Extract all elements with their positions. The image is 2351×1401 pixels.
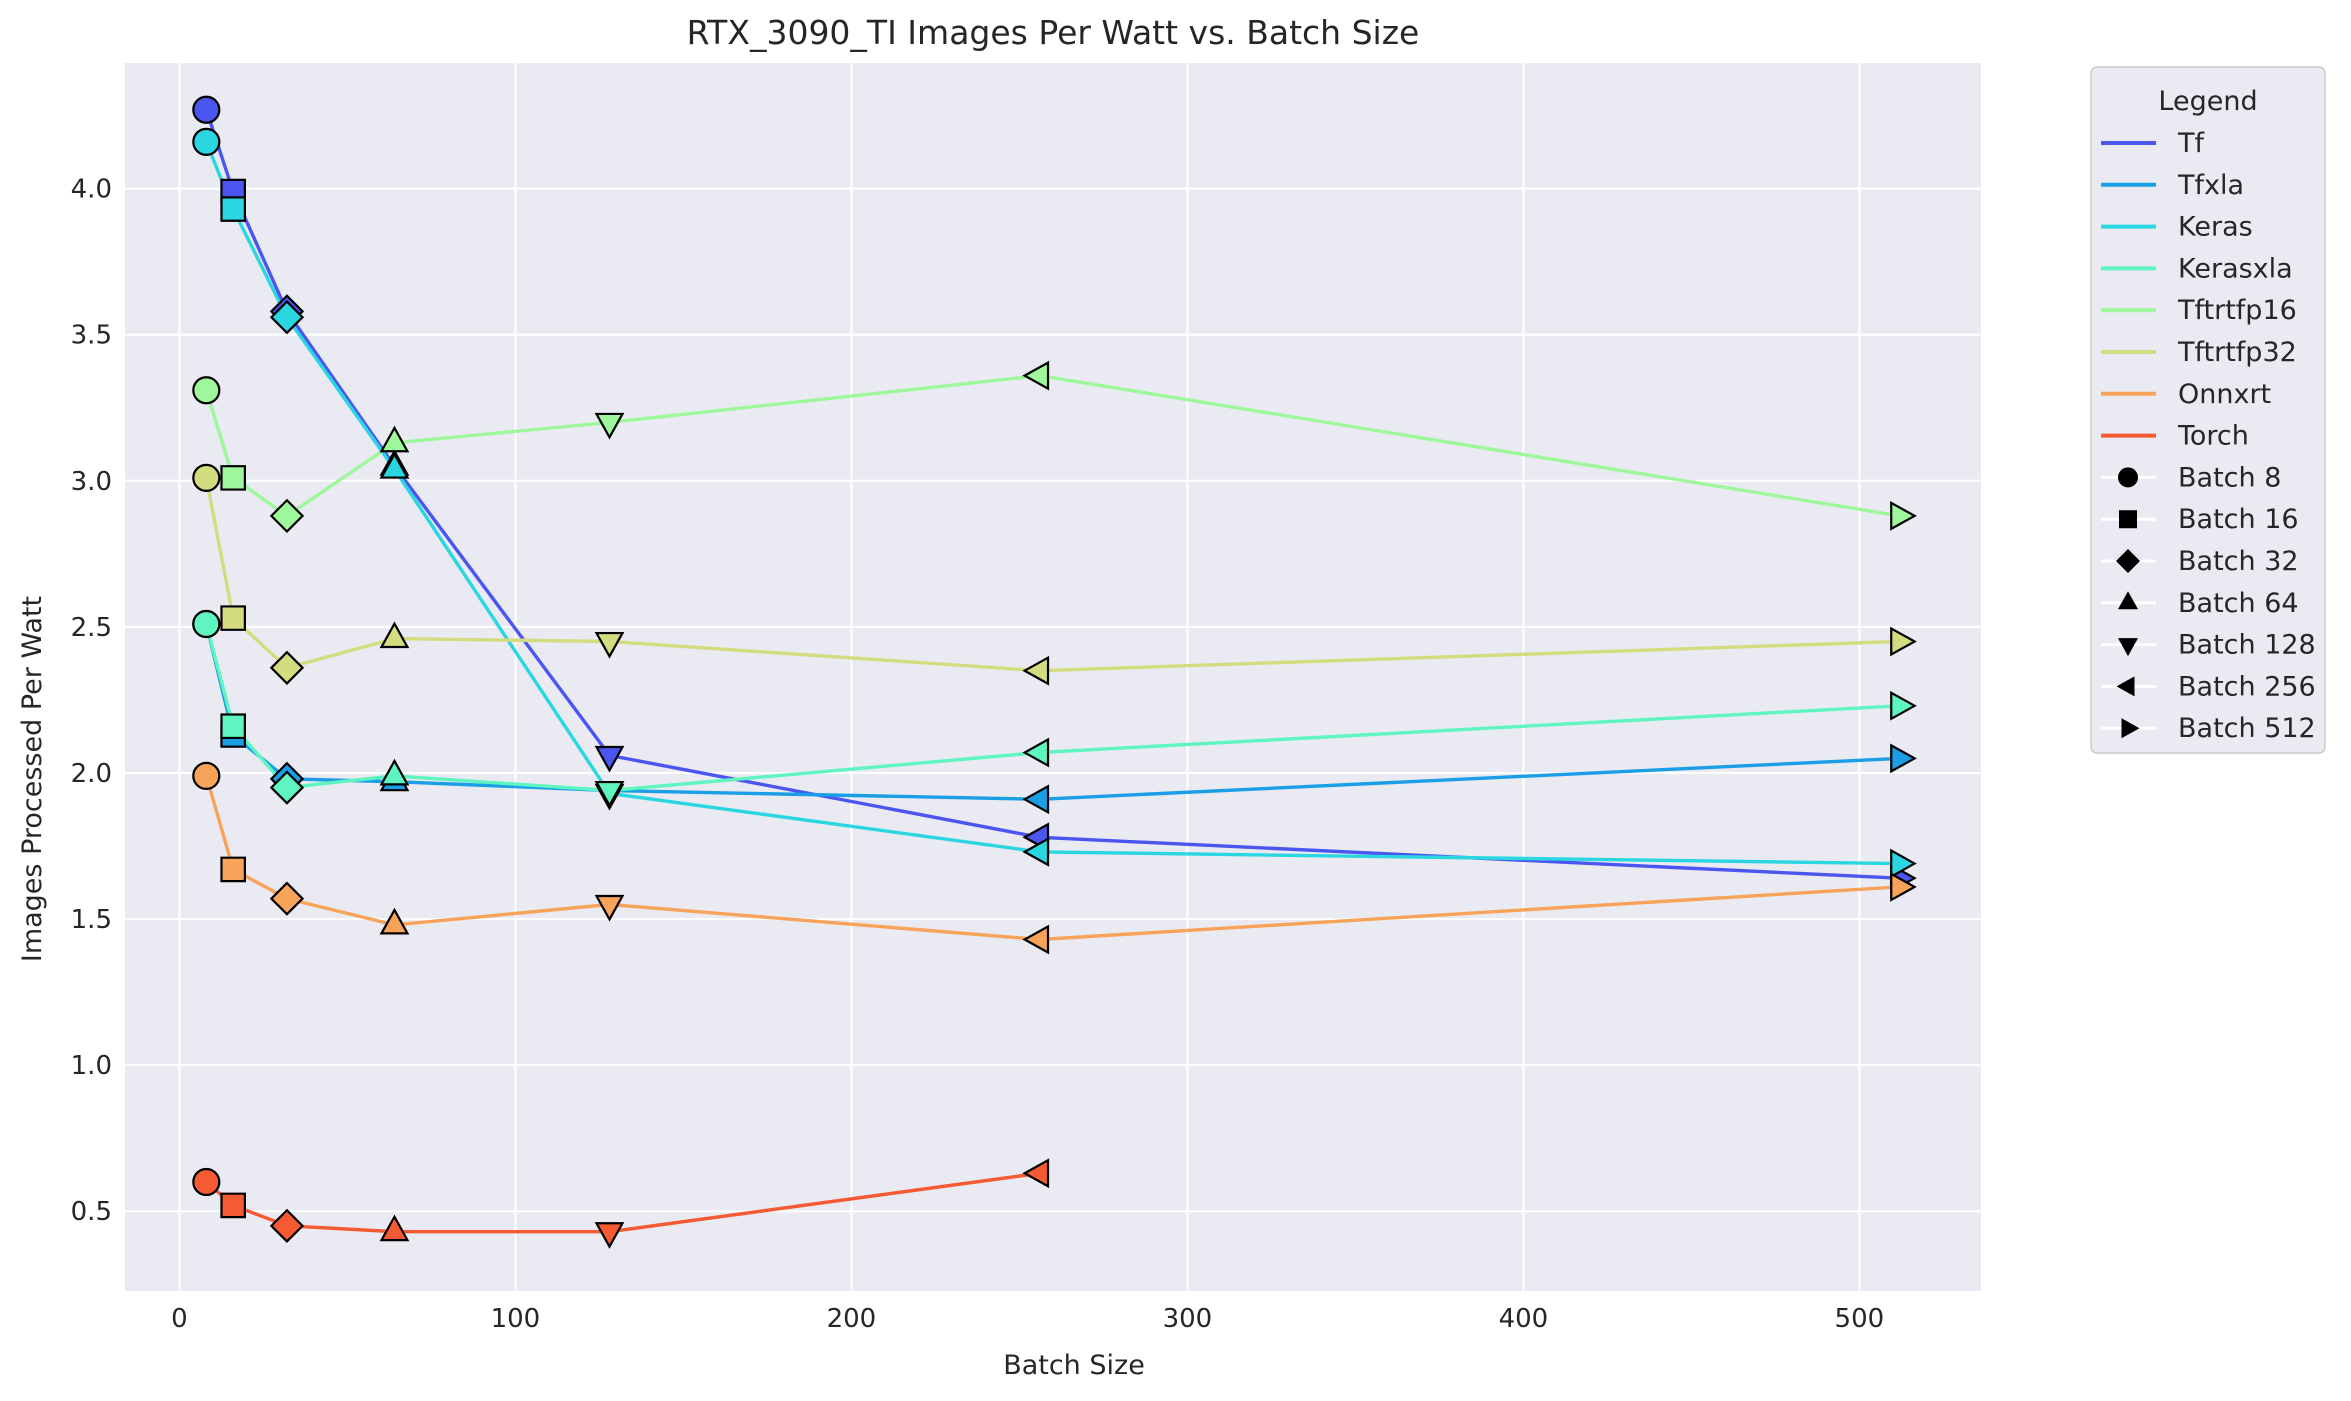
legend-label: Onnxrt — [2178, 379, 2271, 410]
legend-label: Batch 512 — [2178, 713, 2316, 744]
data-point-kerasxla — [192, 609, 221, 639]
y-tick-label: 4.0 — [71, 175, 112, 205]
data-point-onnxrt — [220, 856, 246, 883]
data-point-keras — [1890, 848, 1917, 879]
y-tick-label: 2.0 — [71, 759, 112, 789]
data-point-tftrtfp16 — [192, 376, 221, 405]
data-point-kerasxla — [1022, 737, 1050, 768]
data-point-tftrtfp32 — [269, 650, 305, 685]
data-point-tftrtfp16 — [379, 425, 410, 453]
data-point-keras — [269, 300, 305, 335]
data-point-torch — [379, 1214, 410, 1242]
data-point-torch — [220, 1192, 246, 1219]
x-axis-ticks: 0 100 200 300 400 500 — [171, 1304, 1884, 1334]
legend-label: Tfxla — [2177, 170, 2244, 201]
legend-label: Batch 128 — [2178, 630, 2316, 661]
legend-marker-triangle-left — [2116, 676, 2135, 697]
legend-marker-square — [2119, 510, 2137, 529]
data-point-tftrtfp16 — [220, 465, 246, 491]
data-point-onnxrt — [1022, 924, 1050, 955]
data-point-tf — [594, 745, 625, 773]
data-point-onnxrt — [1890, 872, 1917, 902]
y-tick-label: 0.5 — [71, 1197, 112, 1227]
data-point-kerasxla — [269, 770, 305, 805]
data-point-tftrtfp32 — [1022, 655, 1050, 686]
data-point-torch — [192, 1167, 221, 1197]
legend-marker-triangle-up — [2118, 591, 2138, 610]
data-point-torch — [1022, 1158, 1050, 1189]
legend-marker-circle — [2118, 467, 2138, 488]
data-point-kerasxla — [379, 758, 410, 786]
legend-label: Batch 16 — [2178, 504, 2299, 535]
data-point-tftrtfp16 — [1890, 500, 1917, 531]
legend-label: Batch 8 — [2178, 462, 2281, 493]
data-point-keras — [1022, 836, 1050, 867]
x-tick-label: 0 — [171, 1304, 188, 1334]
legend-label: Tftrtfp32 — [2177, 337, 2297, 368]
data-point-tfxla — [1022, 784, 1050, 815]
data-point-tftrtfp16 — [1022, 360, 1050, 391]
data-point-keras — [220, 196, 246, 222]
y-tick-label: 1.0 — [71, 1051, 112, 1081]
legend-marker-triangle-down — [2118, 638, 2138, 657]
y-axis-label: Images Processed Per Watt — [17, 596, 48, 962]
data-point-onnxrt — [594, 894, 625, 922]
data-point-onnxrt — [192, 761, 221, 791]
legend-marker-triangle-right — [2121, 718, 2140, 739]
x-tick-label: 300 — [1163, 1304, 1213, 1334]
data-point-onnxrt — [379, 907, 410, 935]
data-point-kerasxla — [220, 713, 246, 740]
data-point-tftrtfp16 — [269, 498, 305, 534]
data-point-kerasxla — [594, 780, 625, 808]
y-tick-label: 1.5 — [71, 905, 112, 935]
data-point-kerasxla — [1890, 690, 1917, 721]
data-point-keras — [379, 451, 410, 479]
data-point-tftrtfp32 — [220, 605, 246, 631]
legend-label: Keras — [2178, 212, 2253, 243]
data-point-torch — [594, 1222, 625, 1249]
data-point-tftrtfp32 — [594, 631, 625, 659]
y-tick-label: 2.5 — [71, 613, 112, 643]
x-tick-label: 200 — [827, 1304, 877, 1334]
data-point-tf — [192, 95, 221, 124]
legend-label: Tf — [2177, 128, 2205, 159]
legend: Legend Tf Tfxla Keras Kerasxla Tftrtfp16 Tftr… — [2090, 66, 2326, 754]
series-markers — [192, 95, 1917, 1249]
legend-label: Batch 32 — [2178, 546, 2299, 577]
x-tick-label: 500 — [1835, 1304, 1885, 1334]
data-point-tfxla — [1890, 743, 1917, 774]
plot-area — [125, 63, 1981, 1291]
data-point-onnxrt — [269, 881, 305, 916]
x-axis-label: Batch Size — [1003, 1350, 1145, 1381]
x-tick-label: 400 — [1499, 1304, 1549, 1334]
chart-title: RTX_3090_TI Images Per Watt vs. Batch Si… — [687, 13, 1420, 52]
data-point-torch — [269, 1208, 305, 1244]
data-point-tftrtfp16 — [594, 412, 625, 440]
legend-label: Batch 256 — [2178, 671, 2316, 702]
legend-label: Tftrtfp16 — [2177, 295, 2297, 326]
gridlines — [125, 63, 1981, 1291]
x-tick-label: 100 — [491, 1304, 541, 1334]
data-point-tftrtfp32 — [192, 463, 221, 492]
legend-label: Batch 64 — [2178, 588, 2299, 619]
y-tick-label: 3.0 — [71, 467, 112, 497]
data-point-keras — [192, 127, 221, 156]
legend-marker-diamond — [2116, 549, 2140, 573]
y-axis-ticks: 0.5 1.0 1.5 2.0 2.5 3.0 3.5 4.0 — [71, 175, 112, 1228]
y-tick-label: 3.5 — [71, 321, 112, 351]
legend-label: Torch — [2177, 421, 2249, 452]
data-point-tftrtfp32 — [379, 621, 410, 649]
legend-items: Tf Tfxla Keras Kerasxla Tftrtfp16 Tftrtfp32 On… — [2101, 128, 2316, 744]
legend-box — [2090, 66, 2326, 754]
legend-title: Legend — [2158, 86, 2257, 117]
data-point-tftrtfp32 — [1890, 626, 1917, 657]
legend-label: Kerasxla — [2178, 253, 2293, 284]
